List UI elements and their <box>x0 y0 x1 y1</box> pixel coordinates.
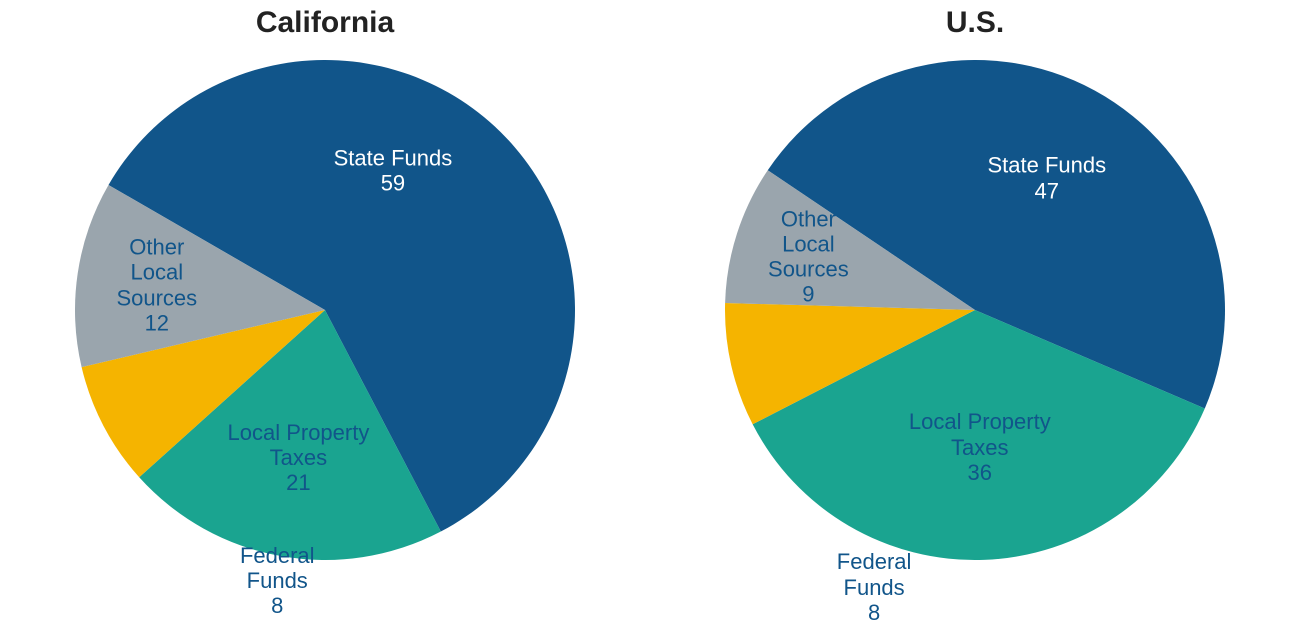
pie-wrap: State Funds 47Local Property Taxes 36Fed… <box>725 60 1225 560</box>
slice-label-value: 36 <box>968 460 992 485</box>
slice-label-value: 9 <box>802 282 814 307</box>
chart-title: California <box>256 6 394 40</box>
slice-label-name: State Funds <box>334 145 453 170</box>
slice-label-3: Other Local Sources 9 <box>768 206 849 307</box>
slice-label-name: Federal Funds <box>240 543 315 593</box>
slice-label-1: Local Property Taxes 36 <box>909 409 1051 485</box>
pie-wrap: State Funds 59Local Property Taxes 21Fed… <box>75 60 575 560</box>
slice-label-value: 21 <box>286 470 310 495</box>
slice-label-1: Local Property Taxes 21 <box>227 420 369 496</box>
slice-label-3: Other Local Sources 12 <box>116 235 197 336</box>
slice-label-name: State Funds <box>987 153 1106 178</box>
slice-label-name: Local Property Taxes <box>227 420 369 470</box>
slice-label-0: State Funds 59 <box>334 145 453 196</box>
slice-label-name: Other Local Sources <box>768 206 849 282</box>
chart-panel-0: California State Funds 59 Local Property T… <box>0 0 650 560</box>
slice-label-value: 12 <box>145 310 169 335</box>
slice-label-name: Federal Funds <box>837 549 912 599</box>
slice-label-value: 8 <box>868 600 880 625</box>
slice-label-0: State Funds 47 <box>987 153 1106 204</box>
slice-label-value: 8 <box>271 593 283 618</box>
slice-label-name: Other Local Sources <box>116 235 197 311</box>
charts-container: California State Funds 59 Local Property T… <box>0 0 1300 614</box>
slice-label-value: 59 <box>381 171 405 196</box>
slice-label-value: 47 <box>1035 178 1059 203</box>
chart-title: U.S. <box>946 6 1004 40</box>
chart-panel-1: U.S. State Funds 47 Local Property Taxes 3… <box>650 0 1300 560</box>
slice-label-2: Federal Funds 8 <box>240 543 315 619</box>
slice-label-name: Local Property Taxes <box>909 409 1051 459</box>
